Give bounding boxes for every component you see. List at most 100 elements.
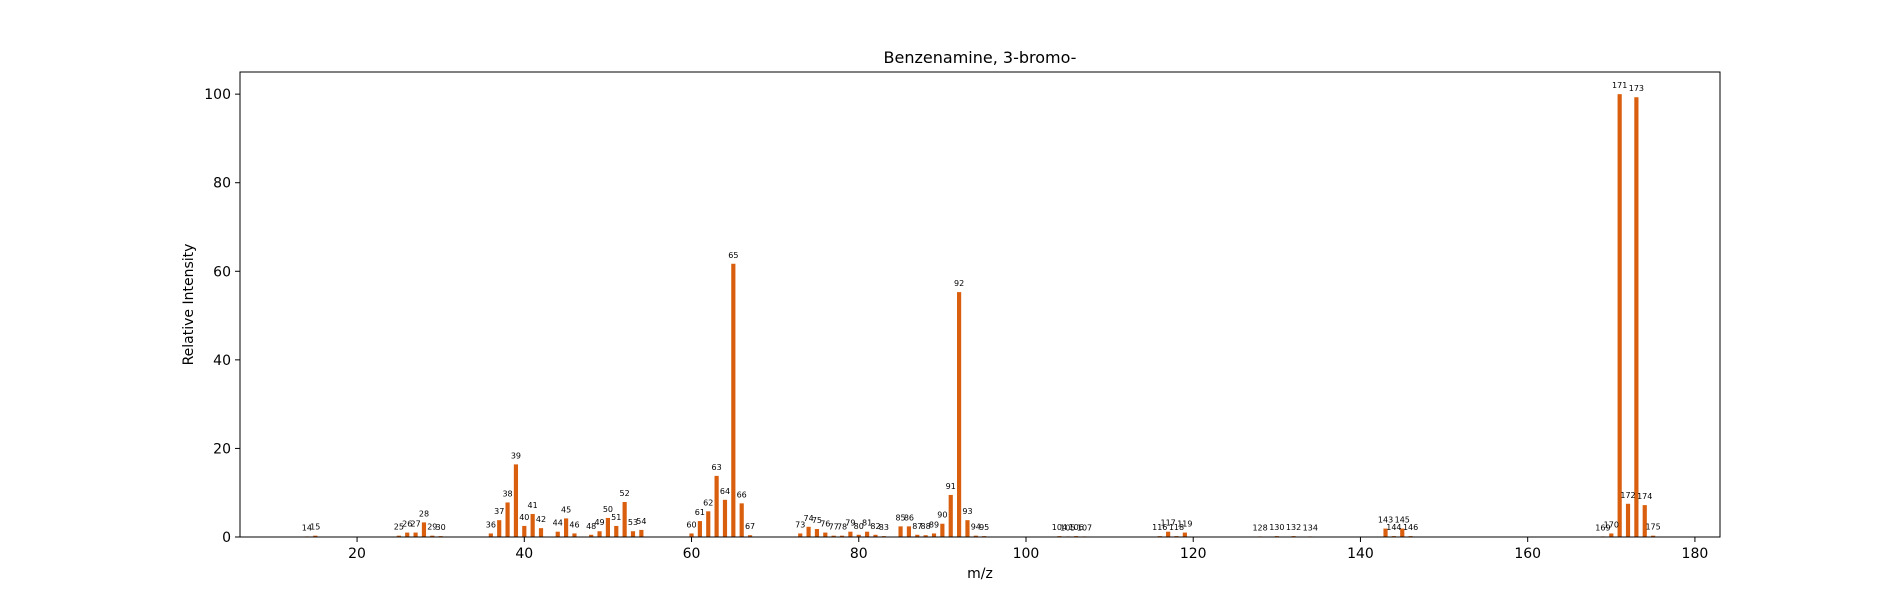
peak-label: 143 — [1378, 516, 1393, 525]
spectrum-bar — [931, 533, 937, 537]
spectrum-bar — [714, 475, 719, 537]
peak-label: 62 — [703, 498, 713, 507]
spectrum-bar — [915, 534, 920, 537]
peak-label: 73 — [795, 520, 805, 529]
peak-label: 81 — [862, 519, 872, 528]
y-tick-label: 20 — [213, 441, 231, 457]
peak-label: 88 — [921, 522, 931, 531]
peak-label: 53 — [628, 518, 638, 527]
spectrum-bar — [530, 513, 535, 537]
x-tick-label: 120 — [1180, 546, 1207, 562]
spectrum-bar — [731, 263, 736, 537]
spectrum-bar — [706, 511, 711, 537]
peak-label: 145 — [1395, 516, 1410, 525]
x-tick-label: 20 — [348, 546, 366, 562]
peak-label: 134 — [1303, 523, 1318, 532]
peak-label: 38 — [502, 489, 512, 498]
spectrum-bar — [689, 533, 694, 537]
x-tick-label: 40 — [515, 546, 533, 562]
spectrum-bar — [589, 534, 594, 537]
x-axis-title: m/z — [967, 566, 993, 582]
peak-label: 64 — [720, 487, 730, 496]
chart-title: Benzenamine, 3-bromo- — [884, 48, 1077, 67]
peak-label: 93 — [962, 507, 972, 516]
spectrum-bar — [856, 534, 861, 537]
bars-layer — [304, 94, 1656, 538]
peak-label: 91 — [946, 482, 956, 491]
peak-label: 130 — [1269, 523, 1284, 532]
spectrum-bar — [313, 535, 318, 537]
y-tick-label: 100 — [204, 87, 231, 103]
spectrum-bar — [497, 520, 502, 537]
peak-label: 117 — [1160, 519, 1175, 528]
peak-label: 79 — [845, 519, 855, 528]
spectrum-bar — [597, 531, 602, 537]
spectrum-bar — [405, 532, 410, 537]
y-axis-ticks: 0 20 40 60 80 100 — [204, 87, 240, 546]
peak-label: 41 — [528, 501, 538, 510]
peak-label: 29 — [427, 523, 437, 532]
spectrum-bar — [873, 534, 878, 537]
peak-label: 67 — [745, 522, 755, 531]
spectrum-bar — [923, 535, 928, 537]
peak-label: 77 — [829, 523, 839, 532]
spectrum-bar — [739, 503, 744, 537]
peak-label: 170 — [1604, 520, 1619, 529]
peak-label: 92 — [954, 279, 964, 288]
peak-label: 63 — [712, 463, 722, 472]
spectrum-bar — [614, 525, 619, 537]
peak-label: 89 — [929, 520, 939, 529]
spectrum-bar — [622, 502, 627, 537]
spectrum-bar — [965, 520, 970, 537]
peak-label: 132 — [1286, 523, 1301, 532]
peak-label: 75 — [812, 516, 822, 525]
spectrum-bar — [421, 522, 427, 537]
spectrum-bar — [798, 533, 803, 537]
spectrum-bar — [505, 502, 510, 537]
peak-label: 83 — [879, 523, 889, 532]
peak-label: 90 — [937, 511, 947, 520]
spectrum-bar — [488, 533, 493, 537]
spectrum-bar — [605, 517, 610, 537]
y-axis-title: Relative Intensity — [181, 244, 197, 366]
spectrum-bar — [630, 531, 636, 537]
plot-frame — [239, 71, 1721, 538]
spectrum-bar — [639, 529, 644, 537]
spectrum-bar — [806, 526, 811, 537]
peak-label: 54 — [636, 517, 646, 526]
peak-label: 37 — [494, 507, 504, 516]
peak-label: 107 — [1077, 523, 1092, 532]
peak-label: 169 — [1595, 523, 1610, 532]
peak-label: 60 — [686, 520, 696, 529]
peak-label: 78 — [837, 523, 847, 532]
spectrum-bar — [940, 523, 945, 537]
x-tick-label: 80 — [850, 546, 868, 562]
peak-label: 82 — [870, 522, 880, 531]
spectrum-bar — [831, 535, 836, 537]
peak-label: 65 — [728, 251, 738, 260]
spectrum-bar — [814, 529, 820, 537]
peak-label: 49 — [594, 518, 604, 527]
spectrum-bar — [1642, 505, 1647, 537]
peak-label: 45 — [561, 505, 571, 514]
peak-label: 14 — [302, 523, 312, 532]
peak-label: 76 — [820, 520, 830, 529]
peak-label: 46 — [569, 520, 579, 529]
spectrum-bar — [1651, 535, 1656, 537]
peak-label: 116 — [1152, 523, 1167, 532]
peak-label: 94 — [971, 523, 981, 532]
peak-label: 172 — [1620, 491, 1635, 500]
spectrum-bar — [522, 525, 527, 537]
peak-label: 39 — [511, 451, 521, 460]
x-tick-label: 100 — [1013, 546, 1040, 562]
peak-label: 105 — [1060, 523, 1075, 532]
spectrum-bar — [948, 494, 953, 537]
spectrum-bar — [823, 532, 828, 537]
peak-label: 104 — [1052, 523, 1067, 532]
spectrum-bar — [396, 535, 401, 537]
peak-label: 175 — [1645, 523, 1660, 532]
spectrum-bar — [906, 526, 912, 537]
spectrum-bar — [722, 499, 728, 537]
spectrum-bar — [1609, 533, 1614, 537]
spectrum-bar — [973, 535, 978, 537]
